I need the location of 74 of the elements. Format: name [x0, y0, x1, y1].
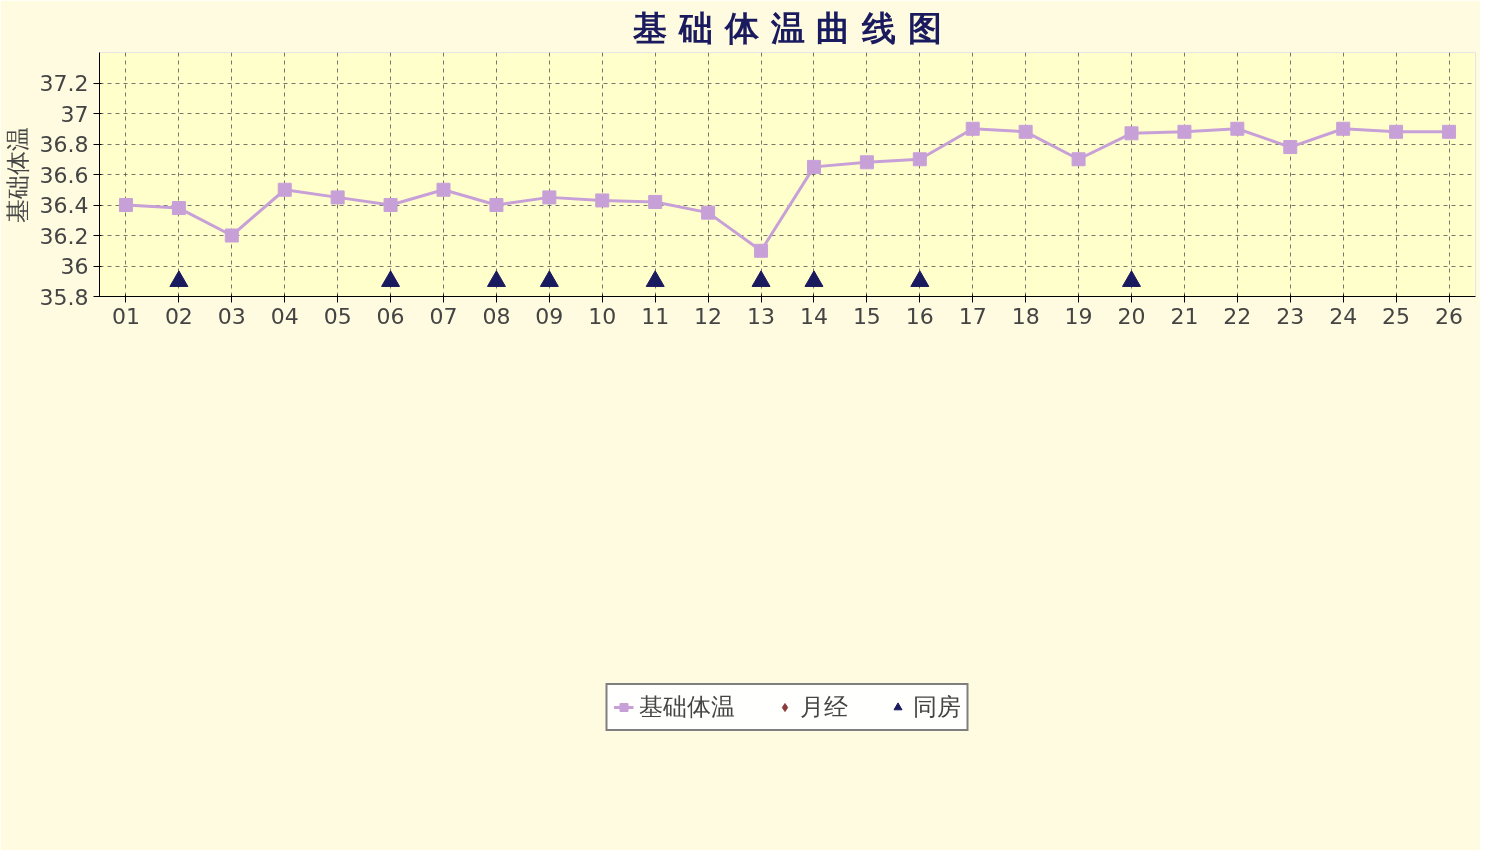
point: [595, 193, 610, 208]
x-tick-label: 21: [1170, 303, 1199, 329]
point: [118, 198, 133, 212]
point: [171, 201, 186, 216]
legend-label: 同房: [912, 692, 961, 723]
point: [912, 152, 927, 167]
point: [806, 159, 821, 174]
point: [1071, 152, 1086, 167]
chart-title: 基 础 体 温 曲 线 图: [631, 7, 943, 48]
x-tick-label: 10: [588, 303, 617, 329]
x-tick-label: 03: [217, 303, 246, 329]
x-tick-label: 13: [747, 303, 776, 329]
x-tick-label: 04: [270, 303, 299, 329]
point: [1442, 124, 1457, 139]
point: [330, 190, 345, 205]
x-tick-label: 19: [1064, 303, 1093, 329]
point: [754, 243, 769, 258]
legend-label: 基础体温: [638, 692, 735, 723]
point: [486, 270, 506, 287]
x-tick-label: 17: [958, 303, 987, 329]
y-tick-label: 36.8: [39, 132, 89, 157]
point: [1389, 124, 1404, 139]
legend-label: 月经: [799, 692, 848, 723]
x-tick-label: 23: [1276, 303, 1305, 329]
point: [169, 270, 189, 287]
x-tick-label: 08: [482, 303, 511, 329]
point: [1122, 270, 1141, 287]
point: [436, 182, 451, 197]
x-tick-label: 02: [164, 303, 193, 329]
y-tick-label: 36: [60, 254, 89, 279]
point: [1336, 121, 1351, 136]
x-tick-label: 11: [641, 303, 670, 329]
point: [383, 198, 398, 212]
x-tick-label: 09: [535, 303, 564, 329]
point: [1230, 121, 1245, 136]
point: [381, 270, 401, 287]
y-tick-label: 36.6: [39, 162, 89, 188]
point: [1177, 124, 1192, 139]
x-tick-label: 18: [1011, 303, 1040, 329]
point: [648, 194, 663, 209]
point: [804, 270, 824, 287]
point: [701, 205, 716, 220]
x-tick-label: 05: [323, 303, 352, 329]
x-tick-label: 12: [694, 303, 723, 329]
y-tick-label: 37.2: [39, 71, 89, 96]
x-tick-label: 25: [1382, 303, 1411, 329]
x-tick-label: 26: [1435, 303, 1464, 329]
point: [539, 270, 559, 287]
point: [277, 182, 292, 197]
point: [751, 270, 771, 287]
y-axis-title: 基础体温: [3, 126, 32, 223]
point: [645, 270, 665, 287]
x-tick-label: 15: [852, 303, 881, 329]
x-tick-label: 16: [905, 303, 934, 329]
x-tick-label: 06: [376, 303, 405, 329]
point: [910, 270, 930, 287]
point: [965, 121, 980, 136]
y-tick-label: 35.8: [39, 284, 89, 310]
x-tick-label: 20: [1117, 303, 1146, 329]
y-tick-label: 36.2: [39, 223, 89, 249]
point: [1018, 124, 1033, 139]
point: [224, 228, 239, 243]
point: [859, 155, 874, 170]
y-tick-label: 36.4: [39, 193, 89, 218]
x-tick-label: 07: [429, 303, 458, 329]
x-tick-label: 14: [799, 303, 828, 329]
x-tick-label: 22: [1223, 303, 1252, 329]
x-tick-label: 01: [111, 303, 140, 329]
point: [542, 190, 557, 205]
point: [1283, 140, 1298, 155]
x-tick-label: 24: [1329, 303, 1358, 329]
point: [489, 198, 504, 212]
point: [1124, 126, 1139, 141]
y-tick-label: 37: [60, 101, 89, 127]
